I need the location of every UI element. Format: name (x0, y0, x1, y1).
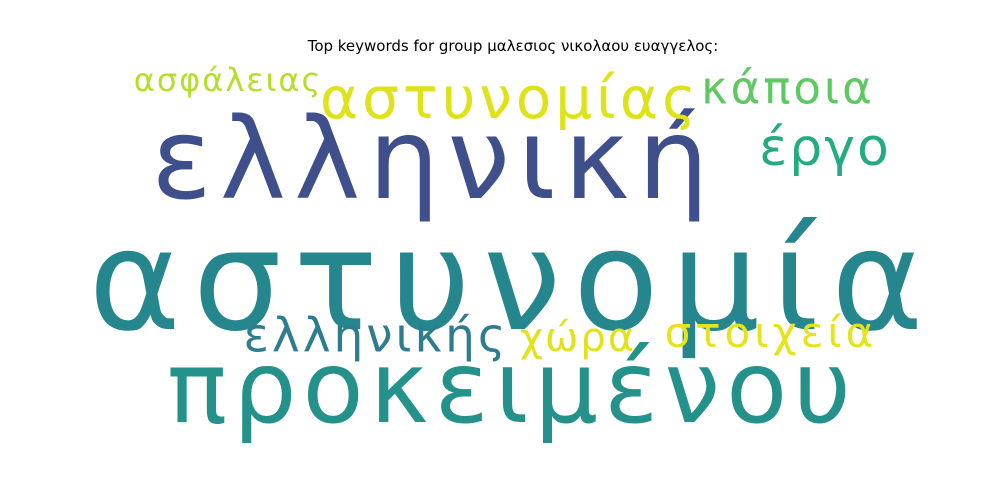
word-2: ελληνική (151, 95, 717, 225)
chart-title: Top keywords for group μαλεσιος νικολαου… (307, 37, 719, 55)
word-8: έργο (759, 118, 891, 178)
word-7: κάποια (701, 61, 875, 115)
word-3: προκειμένου (166, 329, 858, 446)
word-9: χώρα (519, 315, 637, 361)
word-1: αστυνομία (88, 200, 936, 363)
word-10: ασφάλειας (133, 61, 323, 99)
word-4: αστυνομίας (319, 64, 701, 132)
word-5: ελληνικής (243, 308, 509, 364)
word-6: στοιχεία (664, 308, 878, 357)
